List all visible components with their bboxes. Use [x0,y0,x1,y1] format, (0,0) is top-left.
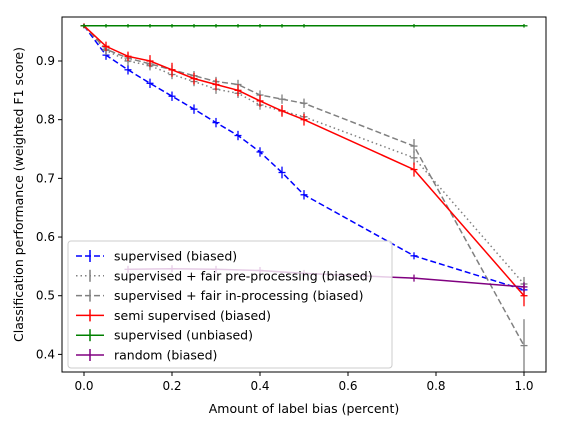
y-tick-label: 0.9 [36,54,55,68]
x-tick-label: 0.6 [338,379,357,393]
series-5 [80,24,528,28]
x-tick-label: 0.2 [162,379,181,393]
legend-label: supervised (biased) [114,249,237,264]
plot-frame [61,16,547,373]
y-axis: 0.4 0.5 0.6 0.7 0.8 0.9 [36,54,62,361]
y-tick-label: 0.8 [36,113,55,127]
series-layer [80,23,528,372]
legend-label: supervised + fair pre-processing (biased… [114,268,373,283]
y-tick-label: 0.4 [36,347,55,361]
x-axis-label: Amount of label bias (percent) [209,401,400,416]
x-axis: 0.0 0.2 0.4 0.6 0.8 1.0 [74,372,534,393]
legend: supervised (biased) supervised + fair pre… [67,240,393,369]
x-tick-label: 0.8 [426,379,445,393]
y-axis-label: Classification performance (weighted F1 … [11,47,26,342]
y-tick-label: 0.6 [36,230,55,244]
legend-label: supervised + fair in-processing (biased) [114,288,363,303]
legend-label: supervised (unbiased) [114,328,253,343]
legend-box [67,240,393,369]
y-tick-label: 0.7 [36,171,55,185]
x-tick-label: 0.0 [74,379,93,393]
x-tick-label: 0.4 [250,379,269,393]
x-tick-label: 1.0 [514,379,533,393]
legend-label: random (biased) [114,348,217,363]
legend-label: semi supervised (biased) [114,308,271,323]
y-tick-label: 0.5 [36,289,55,303]
